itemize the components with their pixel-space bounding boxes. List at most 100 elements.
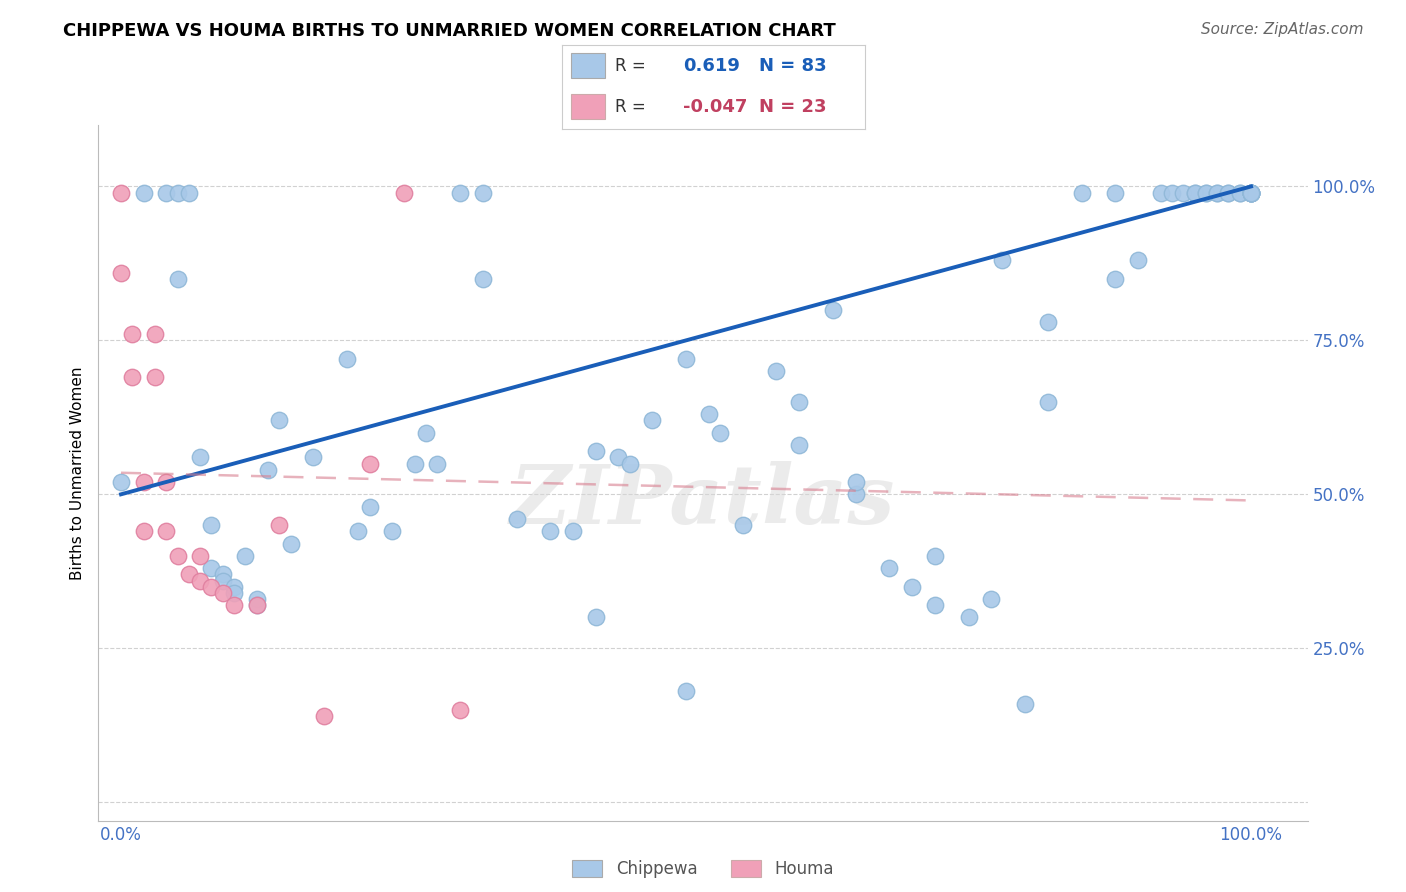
Point bbox=[845, 475, 868, 489]
Point bbox=[359, 500, 381, 514]
Text: -0.047: -0.047 bbox=[683, 98, 748, 116]
Point bbox=[404, 457, 426, 471]
Point bbox=[505, 512, 527, 526]
Point bbox=[269, 413, 291, 427]
Point bbox=[1036, 395, 1059, 409]
Point bbox=[392, 186, 415, 200]
Point bbox=[211, 586, 233, 600]
Point bbox=[143, 370, 166, 384]
Point bbox=[1240, 186, 1263, 200]
Bar bbox=[571, 94, 605, 120]
Point bbox=[222, 580, 245, 594]
Point bbox=[1240, 186, 1263, 200]
Point bbox=[1184, 186, 1206, 200]
Text: ZIPatlas: ZIPatlas bbox=[510, 460, 896, 541]
Text: Source: ZipAtlas.com: Source: ZipAtlas.com bbox=[1201, 22, 1364, 37]
Text: R =: R = bbox=[616, 98, 645, 116]
Point bbox=[200, 580, 222, 594]
Point bbox=[1206, 186, 1229, 200]
Point bbox=[1184, 186, 1206, 200]
Point bbox=[177, 186, 200, 200]
Point bbox=[415, 425, 437, 440]
Point bbox=[211, 574, 233, 588]
Point bbox=[641, 413, 664, 427]
Point bbox=[787, 438, 810, 452]
Point bbox=[1218, 186, 1240, 200]
Point bbox=[233, 549, 256, 563]
Point bbox=[1104, 186, 1126, 200]
Point bbox=[471, 272, 494, 286]
Point bbox=[1229, 186, 1251, 200]
Point bbox=[957, 610, 980, 624]
Point bbox=[1161, 186, 1184, 200]
Point bbox=[246, 592, 269, 607]
Point bbox=[188, 450, 211, 465]
Point bbox=[132, 186, 155, 200]
Point bbox=[697, 407, 720, 421]
Point bbox=[1104, 272, 1126, 286]
Legend: Chippewa, Houma: Chippewa, Houma bbox=[572, 860, 834, 879]
Point bbox=[200, 518, 222, 533]
Point bbox=[845, 487, 868, 501]
Point bbox=[1173, 186, 1195, 200]
Point bbox=[675, 351, 697, 366]
Point bbox=[280, 536, 302, 550]
Point bbox=[155, 524, 177, 539]
Point bbox=[121, 370, 143, 384]
Point bbox=[132, 524, 155, 539]
Point bbox=[1240, 186, 1263, 200]
Point bbox=[1206, 186, 1229, 200]
Point bbox=[381, 524, 404, 539]
Y-axis label: Births to Unmarried Women: Births to Unmarried Women bbox=[69, 366, 84, 580]
Point bbox=[901, 580, 924, 594]
Text: N = 83: N = 83 bbox=[759, 57, 827, 75]
Point bbox=[879, 561, 901, 575]
Point bbox=[132, 475, 155, 489]
Point bbox=[449, 703, 471, 717]
Point bbox=[166, 549, 188, 563]
Point bbox=[585, 444, 607, 458]
Text: R =: R = bbox=[616, 57, 645, 75]
Point bbox=[302, 450, 325, 465]
Point bbox=[1126, 253, 1149, 268]
Text: CHIPPEWA VS HOUMA BIRTHS TO UNMARRIED WOMEN CORRELATION CHART: CHIPPEWA VS HOUMA BIRTHS TO UNMARRIED WO… bbox=[63, 22, 837, 40]
Point bbox=[110, 475, 132, 489]
Point bbox=[562, 524, 585, 539]
Point bbox=[1240, 186, 1263, 200]
Point bbox=[1229, 186, 1251, 200]
Point bbox=[336, 351, 359, 366]
Text: N = 23: N = 23 bbox=[759, 98, 827, 116]
Point bbox=[246, 598, 269, 612]
Point bbox=[1014, 697, 1036, 711]
Point bbox=[1195, 186, 1218, 200]
Point bbox=[143, 327, 166, 342]
Point bbox=[449, 186, 471, 200]
Point bbox=[1240, 186, 1263, 200]
Text: 0.619: 0.619 bbox=[683, 57, 740, 75]
Point bbox=[188, 574, 211, 588]
Point bbox=[246, 598, 269, 612]
Point bbox=[188, 549, 211, 563]
Point bbox=[538, 524, 561, 539]
Point bbox=[1150, 186, 1173, 200]
Point bbox=[177, 567, 200, 582]
Point bbox=[166, 272, 188, 286]
Point bbox=[359, 457, 381, 471]
Point bbox=[471, 186, 494, 200]
Point bbox=[121, 327, 143, 342]
Point bbox=[585, 610, 607, 624]
Point bbox=[1195, 186, 1218, 200]
Point bbox=[269, 518, 291, 533]
Point bbox=[1240, 186, 1263, 200]
Point bbox=[211, 567, 233, 582]
Point bbox=[924, 549, 946, 563]
Point bbox=[110, 266, 132, 280]
Point bbox=[787, 395, 810, 409]
Point bbox=[980, 592, 1002, 607]
Point bbox=[155, 186, 177, 200]
Bar bbox=[571, 54, 605, 78]
Point bbox=[731, 518, 754, 533]
Point bbox=[155, 475, 177, 489]
Point bbox=[347, 524, 370, 539]
Point bbox=[709, 425, 731, 440]
